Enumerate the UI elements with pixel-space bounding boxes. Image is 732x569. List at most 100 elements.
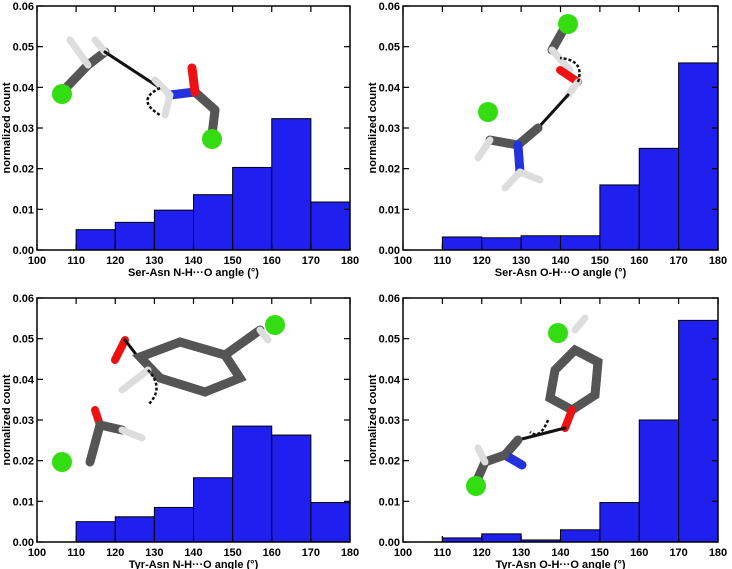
molecule-4: [466, 314, 603, 496]
x-tick-label: 170: [302, 255, 320, 267]
bar: [114, 221, 155, 251]
y-tick-label: 0.06: [379, 1, 400, 13]
y-tick-label: 0.04: [13, 374, 35, 386]
bar: [193, 194, 234, 251]
bar: [481, 237, 522, 251]
x-tick-label: 120: [106, 255, 124, 267]
x-tick-label: 130: [145, 255, 163, 267]
y-tick-label: 0.06: [379, 293, 400, 305]
x-tick-label: 170: [669, 547, 687, 559]
y-tick-label: 0.03: [13, 123, 34, 135]
x-axis-label: Ser-Asn O-H···O angle (°): [495, 267, 627, 279]
x-tick-label: 110: [434, 547, 452, 559]
x-tick-label: 160: [263, 547, 281, 559]
bar: [678, 319, 719, 543]
x-tick-label: 180: [341, 547, 359, 559]
y-tick-label: 0.05: [379, 42, 400, 54]
y-axis-label: normalized count: [1, 82, 13, 173]
molecule-3: [52, 315, 285, 472]
y-tick-label: 0.03: [379, 415, 400, 427]
bar: [638, 147, 680, 251]
bar: [441, 236, 483, 251]
bar: [114, 516, 155, 543]
bar: [560, 529, 601, 543]
bar: [310, 502, 351, 543]
bar: [271, 434, 312, 543]
y-axis-label: normalized count: [367, 374, 379, 465]
y-tick-label: 0.05: [13, 42, 34, 54]
y-tick-label: 0.04: [13, 82, 35, 94]
x-tick-label: 180: [341, 255, 359, 267]
y-tick-label: 0.01: [379, 496, 400, 508]
x-tick-label: 110: [434, 255, 452, 267]
y-tick-label: 0.00: [13, 537, 34, 549]
bar: [153, 209, 194, 251]
bar: [599, 502, 640, 543]
molecule-2: [474, 14, 582, 192]
x-tick-label: 100: [394, 547, 412, 559]
bar: [678, 62, 719, 251]
x-tick-label: 120: [473, 255, 491, 267]
x-tick-label: 100: [28, 547, 46, 559]
x-tick-label: 130: [512, 255, 530, 267]
chart-panel: 0.00 0.01 0.02 0.03 0.04 0.05 0.06 100 110 120 130…: [367, 293, 727, 569]
chart-panel: 0.00 0.01 0.02 0.03 0.04 0.05 0.06 100 110 120 130…: [1, 293, 359, 569]
y-axis-label: normalized count: [1, 374, 13, 465]
chart-panel: 0.00 0.01 0.02 0.03 0.04 0.05 0.06 100 110 120 130…: [367, 1, 727, 279]
x-tick-label: 150: [591, 255, 609, 267]
x-tick-label: 100: [28, 255, 46, 267]
x-tick-label: 100: [394, 255, 412, 267]
bar: [193, 477, 234, 543]
x-axis-label: Tyr-Asn O-H···O angle (°): [495, 559, 625, 569]
x-axis-label: Ser-Asn N-H···O angle (°): [128, 267, 259, 279]
x-tick-label: 150: [223, 547, 241, 559]
x-tick-label: 140: [551, 255, 569, 267]
x-tick-label: 160: [630, 255, 648, 267]
x-tick-label: 120: [106, 547, 124, 559]
y-tick-label: 0.00: [379, 537, 400, 549]
y-tick-label: 0.03: [379, 123, 400, 135]
y-tick-label: 0.04: [379, 82, 401, 94]
y-tick-label: 0.01: [379, 204, 400, 216]
y-tick-label: 0.01: [13, 204, 34, 216]
x-tick-label: 160: [263, 255, 281, 267]
y-axis-label: normalized count: [367, 82, 379, 173]
bar: [560, 235, 601, 251]
y-tick-label: 0.06: [13, 293, 34, 305]
y-tick-label: 0.06: [13, 1, 34, 13]
x-tick-label: 140: [184, 255, 202, 267]
chart-panel: 0.00 0.01 0.02 0.03 0.04 0.05 0.06 100 110 120 130…: [1, 1, 359, 279]
y-tick-label: 0.02: [379, 456, 400, 468]
bar: [153, 506, 194, 543]
x-tick-label: 150: [591, 547, 609, 559]
bar: [481, 533, 522, 543]
bar: [638, 419, 680, 543]
molecule-illustrations: [52, 14, 603, 496]
bar: [520, 235, 561, 251]
x-tick-label: 120: [473, 547, 491, 559]
bar: [271, 118, 312, 251]
x-tick-label: 130: [145, 547, 163, 559]
bar: [75, 229, 116, 251]
x-tick-label: 160: [630, 547, 648, 559]
x-tick-label: 170: [302, 547, 320, 559]
y-tick-label: 0.02: [13, 456, 34, 468]
x-tick-label: 180: [709, 255, 727, 267]
x-tick-label: 110: [67, 547, 85, 559]
molecule-1: [52, 36, 222, 149]
x-tick-label: 150: [223, 255, 241, 267]
x-tick-label: 140: [551, 547, 569, 559]
y-tick-label: 0.05: [379, 334, 400, 346]
y-tick-label: 0.01: [13, 496, 34, 508]
bar: [310, 201, 351, 251]
x-tick-label: 130: [512, 547, 530, 559]
y-tick-label: 0.05: [13, 334, 34, 346]
bar: [232, 166, 273, 251]
bar: [75, 521, 116, 543]
x-tick-label: 110: [67, 255, 85, 267]
y-tick-label: 0.00: [13, 245, 34, 257]
y-tick-label: 0.02: [379, 164, 400, 176]
y-tick-label: 0.03: [13, 415, 34, 427]
y-tick-label: 0.04: [379, 374, 401, 386]
